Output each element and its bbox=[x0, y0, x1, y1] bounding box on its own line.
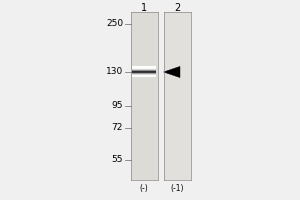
Text: 250: 250 bbox=[106, 20, 123, 28]
Text: (-1): (-1) bbox=[170, 184, 184, 193]
Text: 72: 72 bbox=[112, 123, 123, 132]
Text: (-): (-) bbox=[140, 184, 148, 193]
Text: 130: 130 bbox=[106, 68, 123, 76]
Text: 95: 95 bbox=[112, 102, 123, 110]
Text: 55: 55 bbox=[112, 156, 123, 164]
Text: 1: 1 bbox=[141, 3, 147, 13]
Bar bbox=[130, 12, 158, 180]
Polygon shape bbox=[164, 66, 180, 78]
Text: 2: 2 bbox=[174, 3, 180, 13]
Bar bbox=[164, 12, 190, 180]
